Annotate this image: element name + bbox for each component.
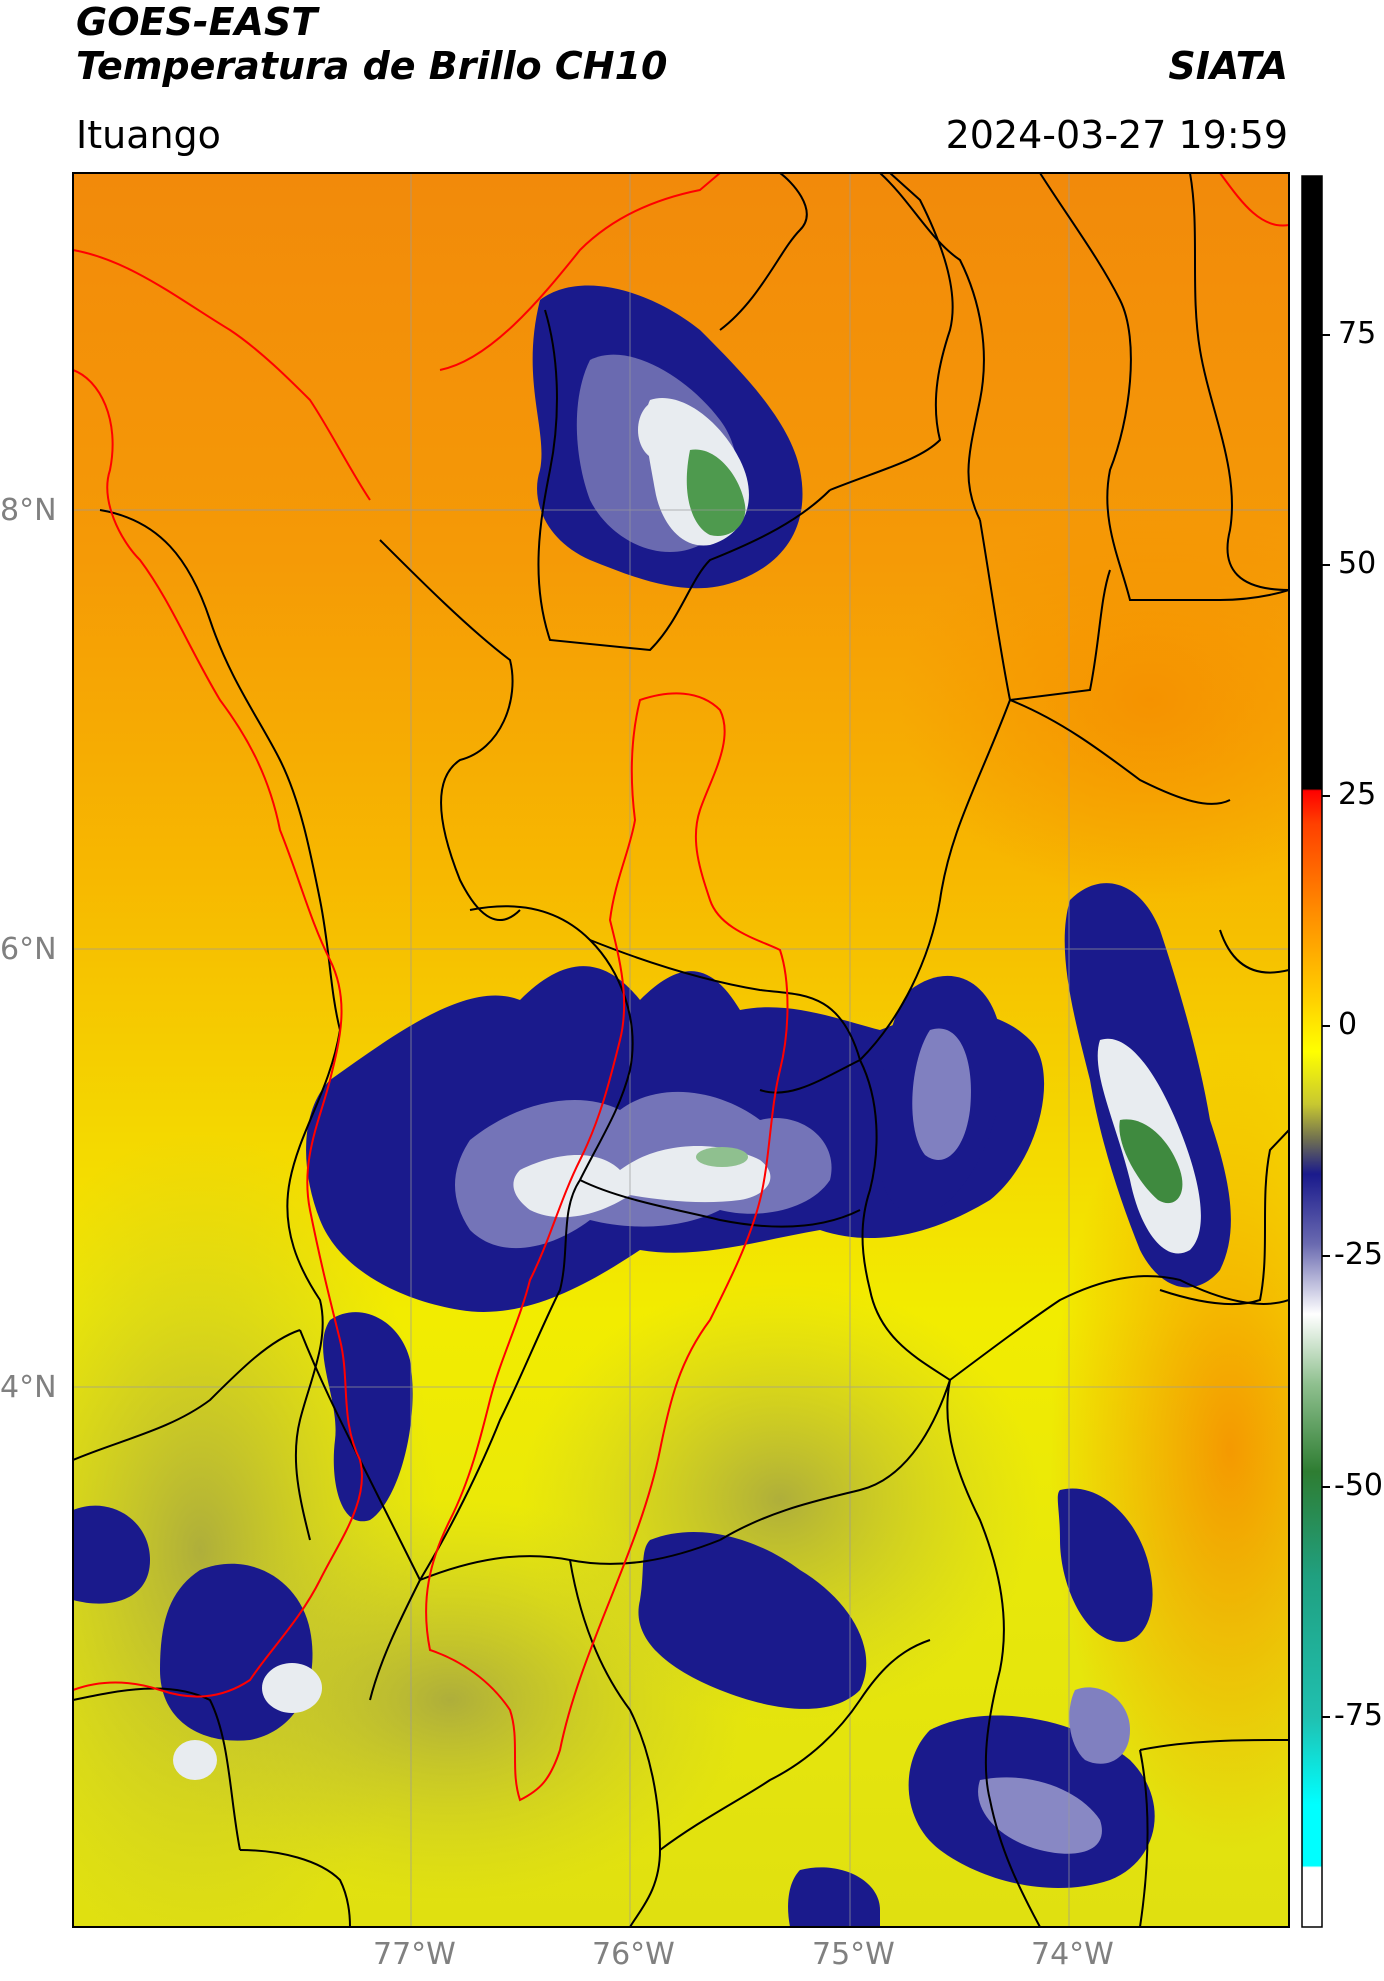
lon-label-74w: 74°W	[1031, 1937, 1114, 1972]
timestamp-label: 2024-03-27 19:59	[945, 113, 1288, 157]
title-satellite: GOES-EAST	[76, 0, 318, 44]
warm-area-east	[1050, 1050, 1289, 1850]
region-label: Ituango	[76, 113, 221, 157]
cloud-cluster-south	[638, 1488, 1155, 1927]
colorbar-gradient	[1301, 175, 1323, 1928]
title-product: Temperatura de Brillo CH10	[76, 44, 668, 88]
department-borders	[73, 173, 1289, 1927]
colorbar-label-25: 25	[1338, 777, 1377, 812]
lat-label-8n: 8°N	[0, 493, 57, 528]
cloud-cluster-east-central	[880, 975, 1003, 1215]
colorbar-label-50: 50	[1338, 546, 1377, 581]
colorbar-label-75: 75	[1338, 316, 1377, 351]
lon-label-76w: 76°W	[592, 1937, 675, 1972]
highlight-borders	[73, 173, 1289, 1802]
colorbar-label-neg25: -25	[1334, 1237, 1383, 1272]
colorbar-label-0: 0	[1338, 1007, 1358, 1042]
colorbar-label-neg75: -75	[1334, 1698, 1383, 1733]
cloud-cluster-north	[532, 285, 803, 589]
organization-label: SIATA	[1168, 44, 1288, 88]
lat-label-4n: 4°N	[0, 1370, 57, 1405]
lon-label-75w: 75°W	[812, 1937, 895, 1972]
coastline	[99, 509, 342, 1541]
colorbar	[1301, 175, 1330, 1928]
colorbar-label-neg50: -50	[1334, 1468, 1383, 1503]
cloud-cluster-east	[1064, 883, 1231, 1288]
map-gridlines	[73, 173, 1289, 1927]
lon-label-77w: 77°W	[373, 1937, 456, 1972]
map-frame	[72, 172, 1290, 1928]
lat-label-6n: 6°N	[0, 932, 57, 967]
